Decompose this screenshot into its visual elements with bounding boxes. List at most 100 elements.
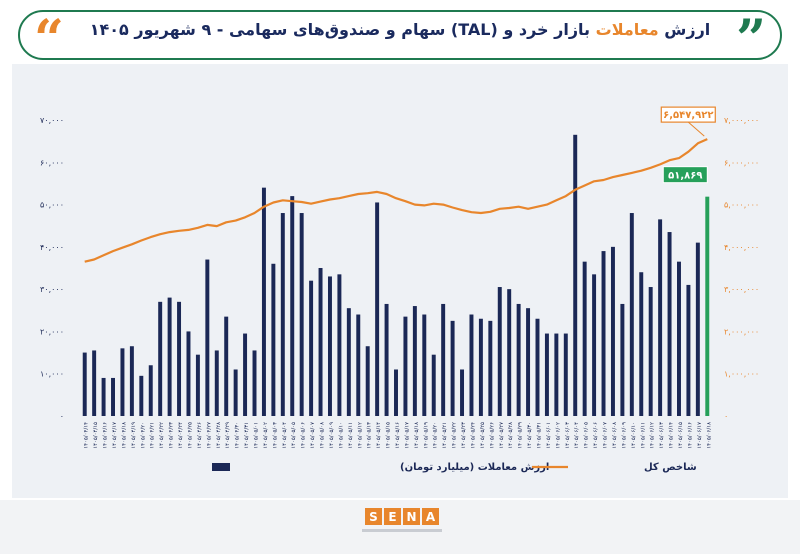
legend-line-label: شاخص کل — [644, 462, 697, 473]
x-axis-date-label: ۱۴۰۵/۰۵/۱۰ — [338, 422, 344, 449]
right-axis-tick-label: ۱,۰۰۰,۰۰۰ — [724, 370, 759, 379]
x-axis-date-label: ۱۴۰۵/۰۴/۲۶ — [197, 422, 203, 449]
x-axis-date-label: ۱۴۰۵/۰۵/۰۵ — [291, 422, 297, 449]
right-axis-tick-label: ۴,۰۰۰,۰۰۰ — [724, 243, 759, 252]
index-last-value-label: ۶,۵۴۷,۹۲۲ — [663, 110, 713, 121]
x-axis-date-label: ۱۴۰۵/۰۵/۲۰ — [433, 422, 439, 449]
trade-value-bar — [639, 272, 644, 416]
trade-value-bar — [337, 274, 342, 416]
trade-value-bar — [412, 306, 417, 416]
trade-value-bar — [460, 369, 465, 416]
x-axis-date-label: ۱۴۰۵/۰۶/۱۲ — [650, 422, 656, 449]
chart-header: “ ارزش معاملات بازار خرد و (TAL) سهام و … — [18, 10, 782, 66]
x-axis-date-label: ۱۴۰۵/۰۴/۲۴ — [178, 422, 184, 449]
x-axis-date-label: ۱۴۰۵/۰۶/۰۵ — [584, 422, 590, 449]
x-axis-date-label: ۱۴۰۵/۰۶/۱۸ — [706, 422, 712, 449]
right-axis-tick-label: ۵,۰۰۰,۰۰۰ — [724, 201, 759, 210]
trade-value-bar — [497, 287, 502, 416]
x-axis-date-label: ۱۴۰۵/۰۵/۲۱ — [442, 422, 448, 449]
x-axis-date-label: ۱۴۰۵/۰۶/۱۰ — [631, 422, 637, 449]
x-axis-date-label: ۱۴۰۵/۰۴/۱۴ — [84, 422, 90, 449]
x-axis-date-label: ۱۴۰۵/۰۴/۲۷ — [206, 422, 212, 449]
x-axis-date-label: ۱۴۰۵/۰۵/۲۹ — [518, 422, 524, 449]
trade-value-bar — [629, 213, 634, 416]
chart-title: ارزش معاملات بازار خرد و (TAL) سهام و صن… — [78, 20, 722, 39]
trade-value-bar — [375, 202, 380, 416]
x-axis-date-label: ۱۴۰۵/۰۵/۳۰ — [527, 422, 533, 449]
x-axis-date-label: ۱۴۰۵/۰۶/۰۷ — [603, 422, 609, 449]
x-axis-date-label: ۱۴۰۵/۰۴/۱۸ — [121, 422, 127, 449]
x-axis-date-label: ۱۴۰۵/۰۵/۱۲ — [357, 422, 363, 449]
x-axis-date-label: ۱۴۰۵/۰۵/۱۷ — [404, 422, 410, 449]
sena-logo: S E N A — [362, 508, 442, 532]
legend-bar-swatch — [212, 463, 230, 471]
x-axis-date-label: ۱۴۰۵/۰۴/۲۰ — [140, 422, 146, 449]
chart-svg: ۰ ۱۰,۰۰۰ ۲۰,۰۰۰ ۳۰,۰۰۰ ۴۰,۰۰۰ ۵۰,۰۰۰ ۶۰,۰۰۰ ۷۰,… — [40, 106, 759, 473]
x-axis-date-label: ۱۴۰۵/۰۴/۲۲ — [159, 422, 165, 449]
trade-value-bar — [205, 259, 210, 416]
x-axis-date-label: ۱۴۰۵/۰۶/۰۴ — [574, 422, 580, 449]
x-axis-date-label: ۱۴۰۵/۰۵/۲۳ — [461, 422, 467, 449]
trade-value-bar — [82, 352, 87, 416]
trade-value-bar — [309, 280, 314, 416]
trade-value-bar — [535, 318, 540, 416]
x-axis-date-label: ۱۴۰۵/۰۴/۲۳ — [169, 422, 175, 449]
index-line — [84, 138, 708, 263]
right-axis-tick-label: ۷,۰۰۰,۰۰۰ — [724, 116, 759, 125]
title-word-trades: معاملات — [595, 20, 659, 39]
title-word-value: ارزش — [664, 20, 711, 39]
trade-value-bar — [346, 308, 351, 416]
right-axis-tick-label: ۳,۰۰۰,۰۰۰ — [724, 285, 759, 294]
trade-value-bar — [573, 134, 578, 417]
trade-value-bar — [620, 303, 625, 416]
right-axis-tick-label: ۶,۰۰۰,۰۰۰ — [724, 158, 759, 167]
trade-value-bar — [111, 377, 115, 416]
x-axis-date-label: ۱۴۰۵/۰۶/۱۴ — [669, 422, 675, 449]
trade-value-bar — [129, 346, 134, 416]
x-axis-date-label: ۱۴۰۵/۰۵/۱۴ — [376, 422, 382, 449]
x-axis-date-label: ۱۴۰۵/۰۴/۲۹ — [225, 422, 231, 449]
left-axis-tick-label: ۷۰,۰۰۰ — [40, 116, 64, 125]
trade-value-bar — [177, 301, 182, 416]
x-axis-date-label: ۱۴۰۵/۰۶/۱۵ — [678, 422, 684, 449]
trade-value-bar — [507, 289, 512, 416]
trade-value-bar — [271, 263, 276, 416]
x-axis-date-label: ۱۴۰۵/۰۶/۱۳ — [659, 422, 665, 449]
x-axis-date-label: ۱۴۰۵/۰۵/۰۴ — [282, 422, 288, 449]
x-axis-date-label: ۱۴۰۵/۰۶/۱۶ — [687, 422, 693, 449]
x-axis-date-label: ۱۴۰۵/۰۵/۰۷ — [310, 422, 316, 449]
x-axis-date-label: ۱۴۰۵/۰۵/۳۱ — [536, 422, 542, 449]
x-axis-date-label: ۱۴۰۵/۰۵/۱۵ — [386, 422, 392, 449]
trade-value-bar — [167, 297, 172, 416]
x-axis-date-label: ۱۴۰۵/۰۵/۱۹ — [423, 422, 429, 449]
legend-bar-label: ارزش معاملات (میلیارد تومان) — [400, 462, 549, 473]
chart-panel: ۰ ۱۰,۰۰۰ ۲۰,۰۰۰ ۳۰,۰۰۰ ۴۰,۰۰۰ ۵۰,۰۰۰ ۶۰,۰۰۰ ۷۰,… — [12, 64, 788, 498]
logo-letter: N — [403, 508, 420, 525]
x-axis-date-label: ۱۴۰۵/۰۵/۲۵ — [480, 422, 486, 449]
x-axis-date-label: ۱۴۰۵/۰۵/۰۱ — [254, 422, 260, 449]
x-axis-date-label: ۱۴۰۵/۰۵/۲۲ — [452, 422, 458, 449]
left-axis-tick-label: ۳۰,۰۰۰ — [40, 285, 64, 294]
x-axis-date-label: ۱۴۰۵/۰۴/۲۱ — [150, 422, 156, 449]
trade-value-bar — [695, 242, 700, 416]
x-axis-date-label: ۱۴۰۵/۰۶/۰۹ — [621, 422, 627, 449]
x-axis-date-label: ۱۴۰۵/۰۶/۰۶ — [593, 422, 599, 449]
trade-value-bar — [101, 377, 106, 416]
trade-value-bar — [658, 219, 663, 416]
trade-value-bar — [554, 333, 559, 416]
logo-letter: E — [384, 508, 401, 525]
trade-value-bar — [158, 301, 163, 416]
trade-value-bar — [431, 354, 436, 416]
trade-value-bar — [356, 314, 361, 416]
trade-value-bar — [252, 350, 257, 416]
open-quote-icon: “ — [34, 9, 64, 70]
value-last-box — [662, 166, 708, 184]
x-axis-date-label: ۱۴۰۵/۰۵/۱۶ — [395, 422, 401, 449]
trade-value-bar — [582, 261, 587, 416]
x-axis-date-label: ۱۴۰۵/۰۵/۲۶ — [489, 422, 495, 449]
close-quote-icon: ” — [736, 9, 766, 70]
trade-value-bar — [120, 348, 125, 416]
right-axis-tick-label: ۰ — [724, 412, 728, 421]
x-axis-date-label: ۱۴۰۵/۰۵/۱۳ — [367, 422, 373, 449]
trade-value-bar — [403, 316, 408, 416]
